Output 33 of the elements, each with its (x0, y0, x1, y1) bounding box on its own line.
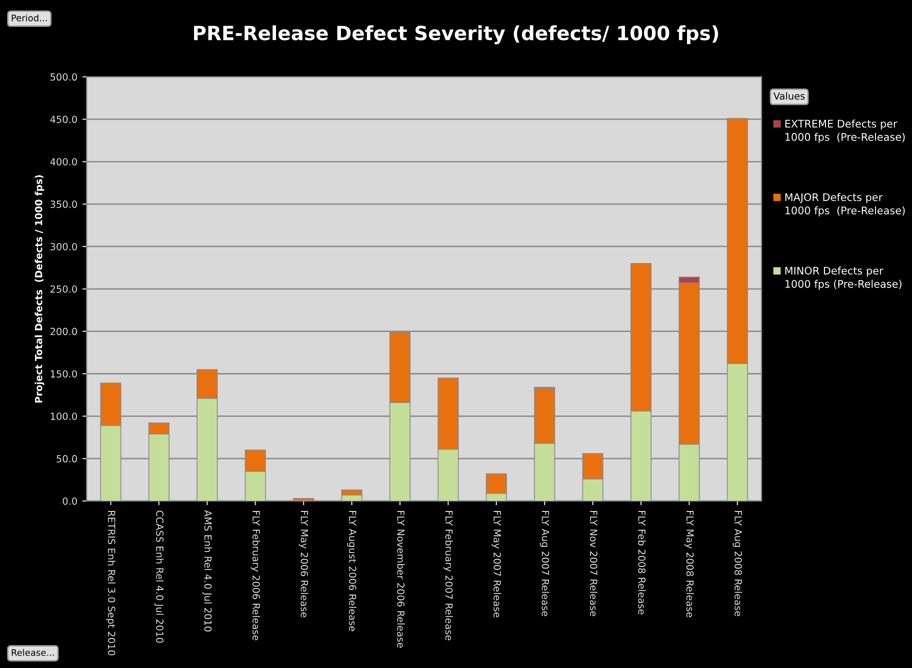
y-tick-label: 300.0 (50, 242, 77, 250)
y-tick-label: 450.0 (50, 116, 77, 124)
y-tick-label: 200.0 (50, 328, 77, 336)
y-tick-label: 500.0 (50, 73, 77, 81)
x-tick-label: FLY May 2008 Release (684, 510, 694, 618)
x-tick-label: CCASS Enh Rel 4.0 Jul 2010 (154, 510, 164, 643)
text: Release... (12, 648, 54, 656)
chart-title: PRE-Release Defect Severity (defects/ 1000 fps) (194, 25, 718, 44)
x-tick-label: RETRIS Enh Rel 3.0 Sept 2010 (106, 510, 116, 656)
x-tick-label: FLY Aug 2008 Release (732, 510, 742, 616)
legend-title: Values (773, 92, 805, 100)
x-tick-label: FLY May 2007 Release (492, 510, 502, 618)
x-tick-label: FLY Nov 2007 Release (590, 510, 598, 616)
y-tick-label: 250.0 (50, 285, 77, 293)
x-tick-label: FLY Feb 2008 Release (638, 510, 646, 614)
x-tick-label: FLY February 2006 Release (250, 510, 260, 640)
y-tick-label: 150.0 (50, 370, 77, 378)
y-tick-label: 0.0 (62, 497, 77, 505)
x-tick-label: FLY August 2006 Release (347, 510, 356, 632)
x-tick-label: AMS Enh Rel 4.0 Jul 2010 (202, 510, 212, 632)
x-tick-label: FLY February 2007 Release (443, 510, 453, 640)
x-tick-label: FLY May 2006 Release (298, 510, 308, 618)
y-axis-title: Project Total Defects (Defects / 1000 fps) (34, 175, 44, 403)
y-tick-label: 400.0 (50, 158, 77, 166)
legend-label: MINOR Defects per 1000 fps (Pre-Release) (785, 266, 902, 290)
legend-label: EXTREME Defects per 1000 fps (Pre-Release) (785, 120, 905, 143)
y-tick-label: 100.0 (50, 412, 77, 420)
text: Period... (12, 14, 47, 22)
x-tick-label: FLY November 2006 Release (397, 510, 405, 648)
y-tick-label: 50.0 (56, 455, 77, 462)
legend-label: MAJOR Defects per 1000 fps (Pre-Release) (785, 193, 905, 216)
y-tick-label: 350.0 (50, 200, 77, 208)
x-tick-label: FLY Aug 2007 Release (540, 510, 550, 616)
